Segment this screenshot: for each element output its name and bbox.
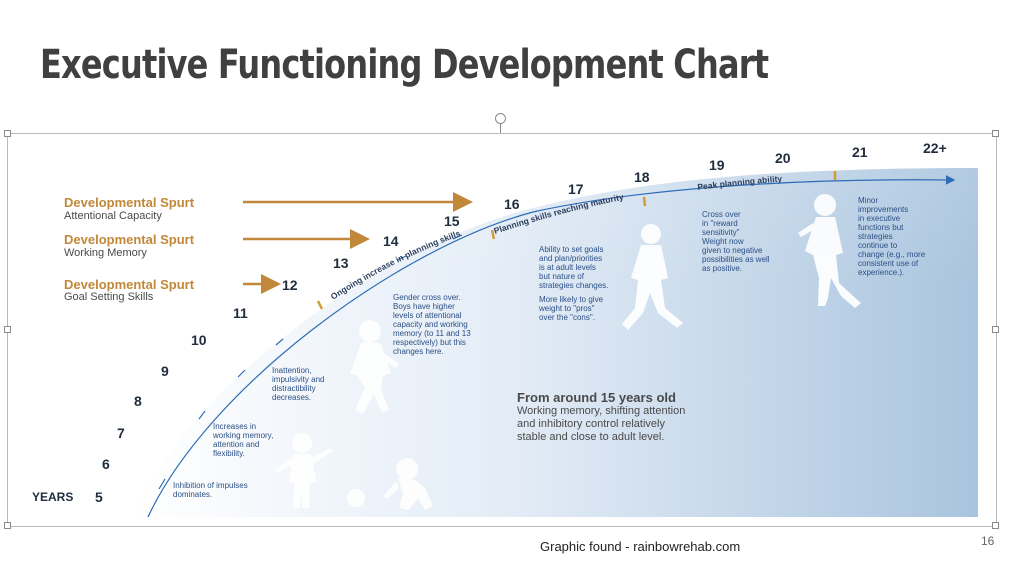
toddler-silhouette bbox=[275, 433, 333, 508]
note-minor-improvements: Minor improvements in executive function… bbox=[858, 196, 926, 277]
age-label: 22+ bbox=[923, 140, 947, 156]
note-reward-sensitivity: Cross over in "reward sensitivity" Weigh… bbox=[702, 210, 770, 273]
age-label: 19 bbox=[709, 157, 725, 173]
age-label: 7 bbox=[117, 425, 125, 441]
age-label: 21 bbox=[852, 144, 868, 160]
spurt-skill-working-memory: Working Memory bbox=[64, 247, 147, 259]
age-label: 14 bbox=[383, 233, 399, 249]
note-inhibition: Inhibition of impulses dominates. bbox=[173, 481, 248, 499]
resize-handle-bottom-left[interactable] bbox=[4, 522, 11, 529]
spurt-skill-attentional: Attentional Capacity bbox=[64, 210, 162, 222]
age-label: 16 bbox=[504, 196, 520, 212]
years-label: YEARS bbox=[32, 490, 74, 504]
age-label: 15 bbox=[444, 213, 460, 229]
age-label: 20 bbox=[775, 150, 791, 166]
resize-handle-top-right[interactable] bbox=[992, 130, 999, 137]
development-arc bbox=[147, 175, 956, 518]
age-label: 6 bbox=[102, 456, 110, 472]
child-with-ball-silhouette bbox=[347, 458, 433, 510]
arc-tick-marks bbox=[316, 171, 837, 310]
resize-handle-middle-left[interactable] bbox=[4, 326, 11, 333]
girl-silhouette bbox=[350, 320, 399, 414]
age-label: 8 bbox=[134, 393, 142, 409]
age-label: 5 bbox=[95, 489, 103, 505]
note-gender-crossover: Gender cross over. Boys have higher leve… bbox=[393, 293, 471, 356]
age-label: 10 bbox=[191, 332, 207, 348]
note-inattention: Inattention, impulsivity and distractibi… bbox=[272, 366, 325, 402]
spurt-title-attentional: Developmental Spurt bbox=[64, 195, 195, 210]
resize-handle-middle-right[interactable] bbox=[992, 326, 999, 333]
resize-handle-top-left[interactable] bbox=[4, 130, 11, 137]
resize-handle-bottom-right[interactable] bbox=[992, 522, 999, 529]
teen-silhouette bbox=[622, 224, 683, 330]
age-label: 17 bbox=[568, 181, 584, 197]
rotate-handle-stem bbox=[500, 124, 501, 133]
spurt-title-goal-setting: Developmental Spurt bbox=[64, 277, 195, 292]
spurt-skill-goal-setting: Goal Setting Skills bbox=[64, 291, 154, 303]
note-working-memory-increase: Increases in working memory, attention a… bbox=[213, 422, 274, 458]
summary-title: From around 15 years old bbox=[517, 390, 676, 405]
age-label: 18 bbox=[634, 169, 650, 185]
summary-body: Working memory, shifting attention and i… bbox=[517, 405, 686, 443]
arc-chevrons bbox=[158, 234, 463, 490]
rotate-handle[interactable] bbox=[495, 113, 506, 124]
age-label: 13 bbox=[333, 255, 349, 271]
development-arc-diagram: Ongoing increase in planning skills Plan… bbox=[131, 168, 978, 518]
adult-woman-silhouette bbox=[798, 194, 861, 308]
development-graphic: Ongoing increase in planning skills Plan… bbox=[13, 138, 990, 520]
note-pros-cons: More likely to give weight to "pros" ove… bbox=[539, 295, 604, 322]
graphic-caption: Graphic found - rainbowrehab.com bbox=[540, 539, 741, 554]
age-label: 12 bbox=[282, 277, 298, 293]
spurt-title-working-memory: Developmental Spurt bbox=[64, 232, 195, 247]
age-label: 11 bbox=[233, 305, 248, 321]
note-goal-setting-adult: Ability to set goals and plan/priorities… bbox=[539, 245, 609, 290]
slide-title: Executive Functioning Development Chart bbox=[40, 42, 769, 88]
slide-page-number: 16 bbox=[981, 534, 995, 548]
age-label: 9 bbox=[161, 363, 169, 379]
